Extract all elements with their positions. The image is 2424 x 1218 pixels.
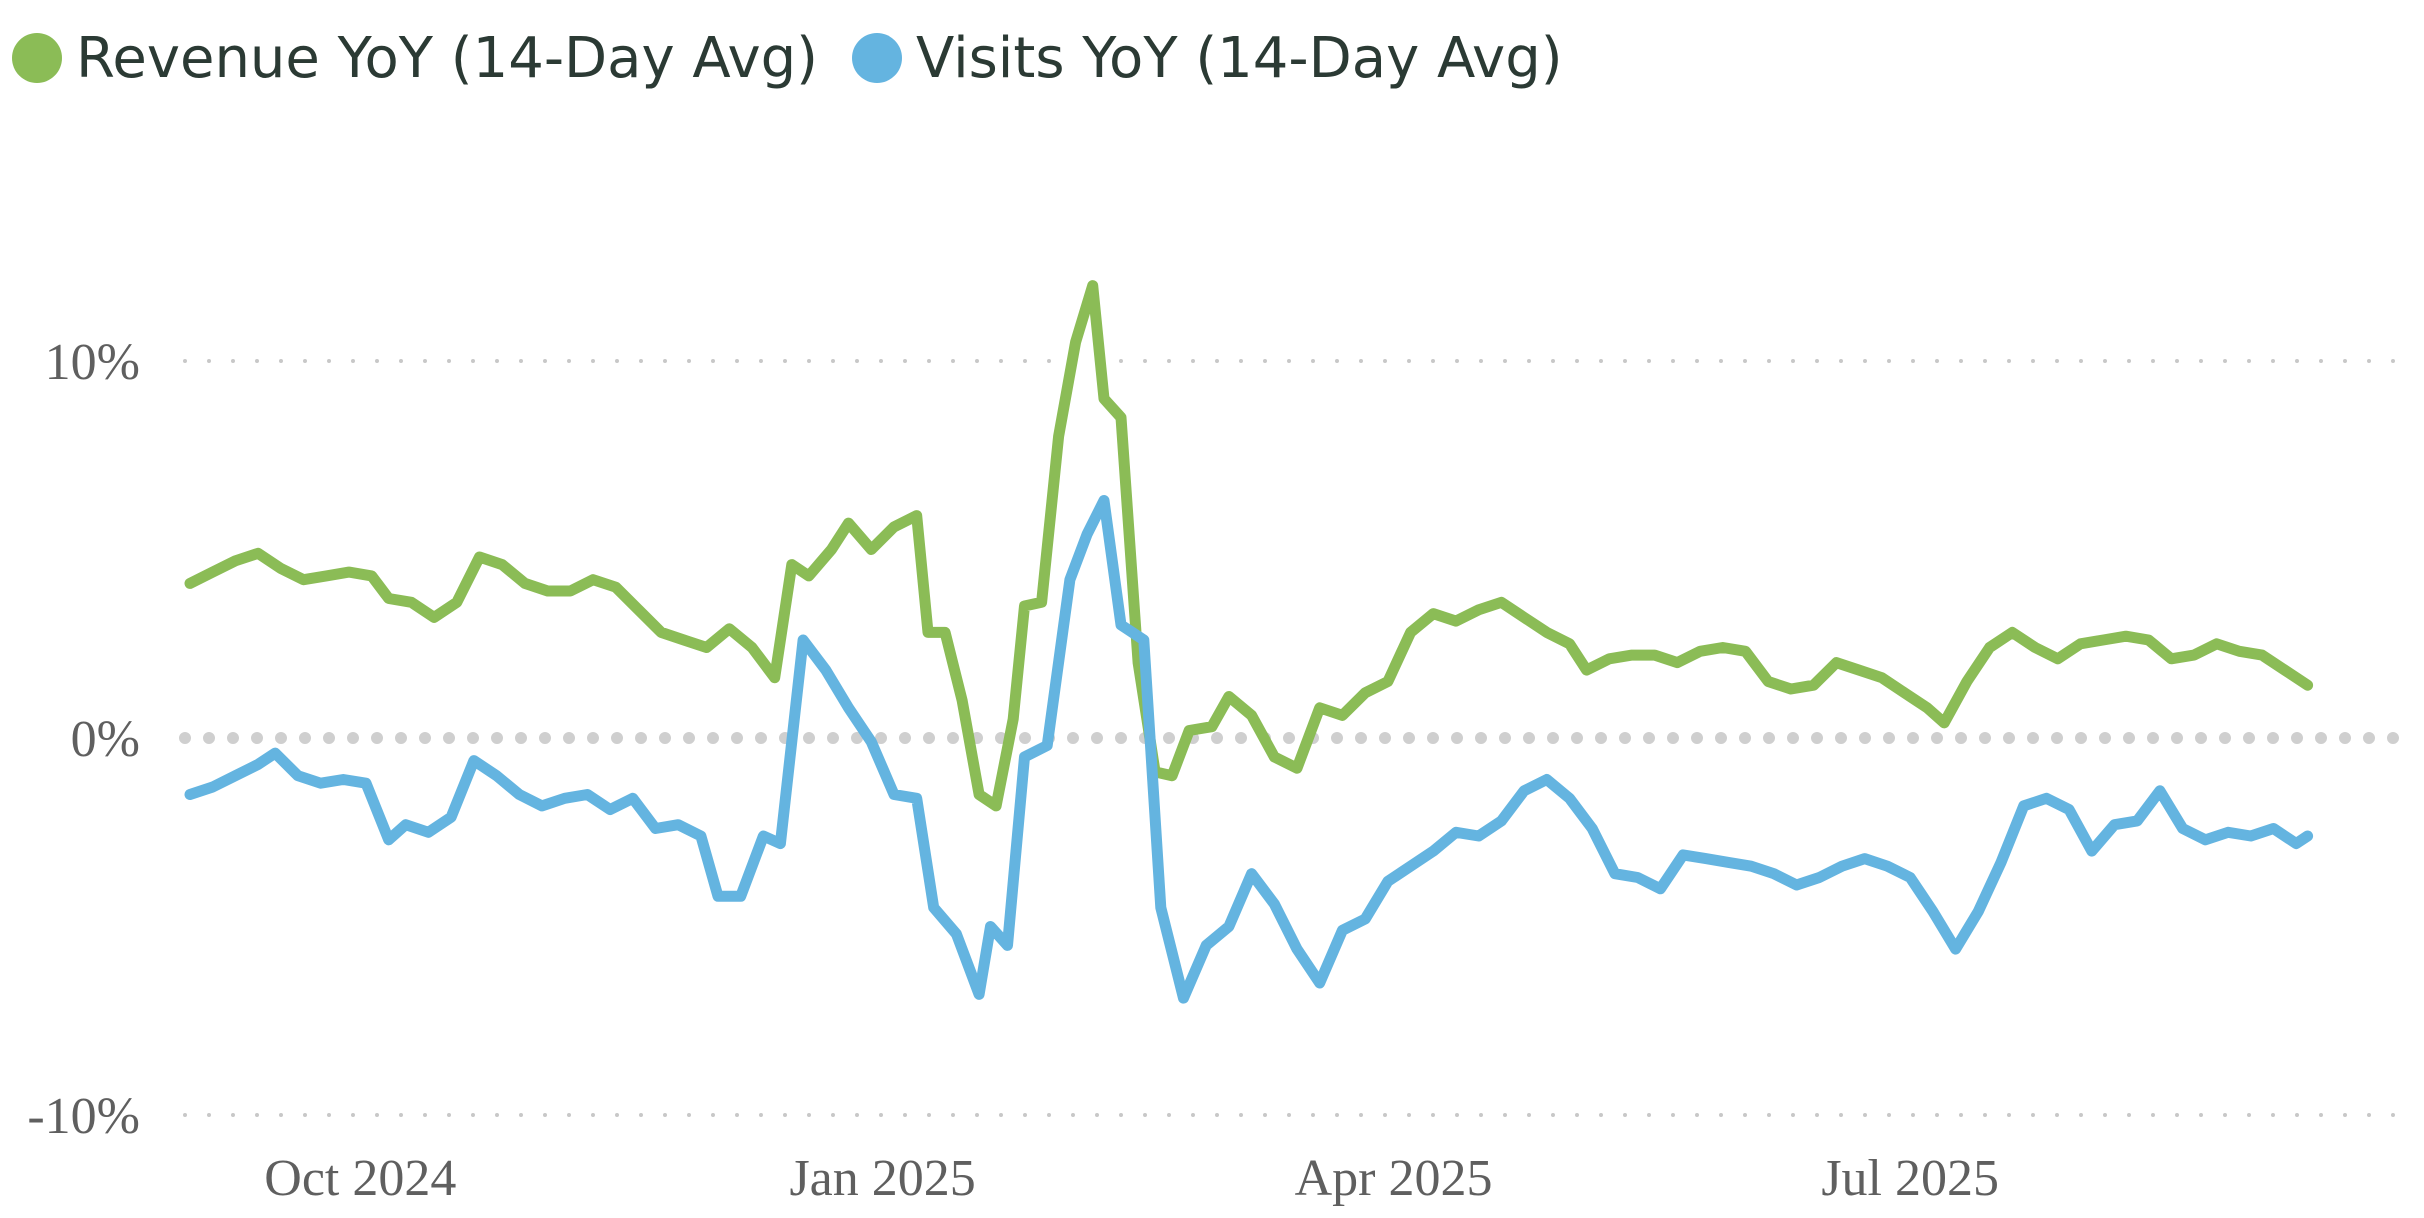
- x-tick-label: Oct 2024: [264, 1150, 456, 1207]
- chart-legend: Revenue YoY (14-Day Avg) Visits YoY (14-…: [12, 18, 1563, 98]
- y-tick-label: -10%: [27, 1088, 140, 1145]
- gridlines: [179, 359, 2401, 1117]
- series-lines: [184, 280, 2314, 1004]
- x-axis: Oct 2024 Jan 2025 Apr 2025 Jul 2025: [264, 1150, 1999, 1207]
- legend-revenue-marker: [12, 33, 62, 83]
- legend-item-visits[interactable]: Visits YoY (14-Day Avg): [851, 25, 1563, 91]
- legend-visits-label: Visits YoY (14-Day Avg): [915, 25, 1563, 91]
- legend-item-revenue[interactable]: Revenue YoY (14-Day Avg): [12, 26, 818, 91]
- y-axis: 10% 0% -10%: [27, 334, 140, 1145]
- legend-revenue-label: Revenue YoY (14-Day Avg): [76, 25, 818, 91]
- x-tick-label: Apr 2025: [1295, 1150, 1493, 1207]
- x-tick-label: Jul 2025: [1821, 1150, 1999, 1207]
- legend-visits-marker: [851, 33, 902, 83]
- y-tick-label: 10%: [45, 334, 140, 391]
- series-line-visits[interactable]: [184, 495, 2314, 1004]
- series-line-revenue[interactable]: [184, 280, 2314, 812]
- y-tick-label: 0%: [71, 711, 140, 768]
- x-tick-label: Jan 2025: [789, 1150, 975, 1207]
